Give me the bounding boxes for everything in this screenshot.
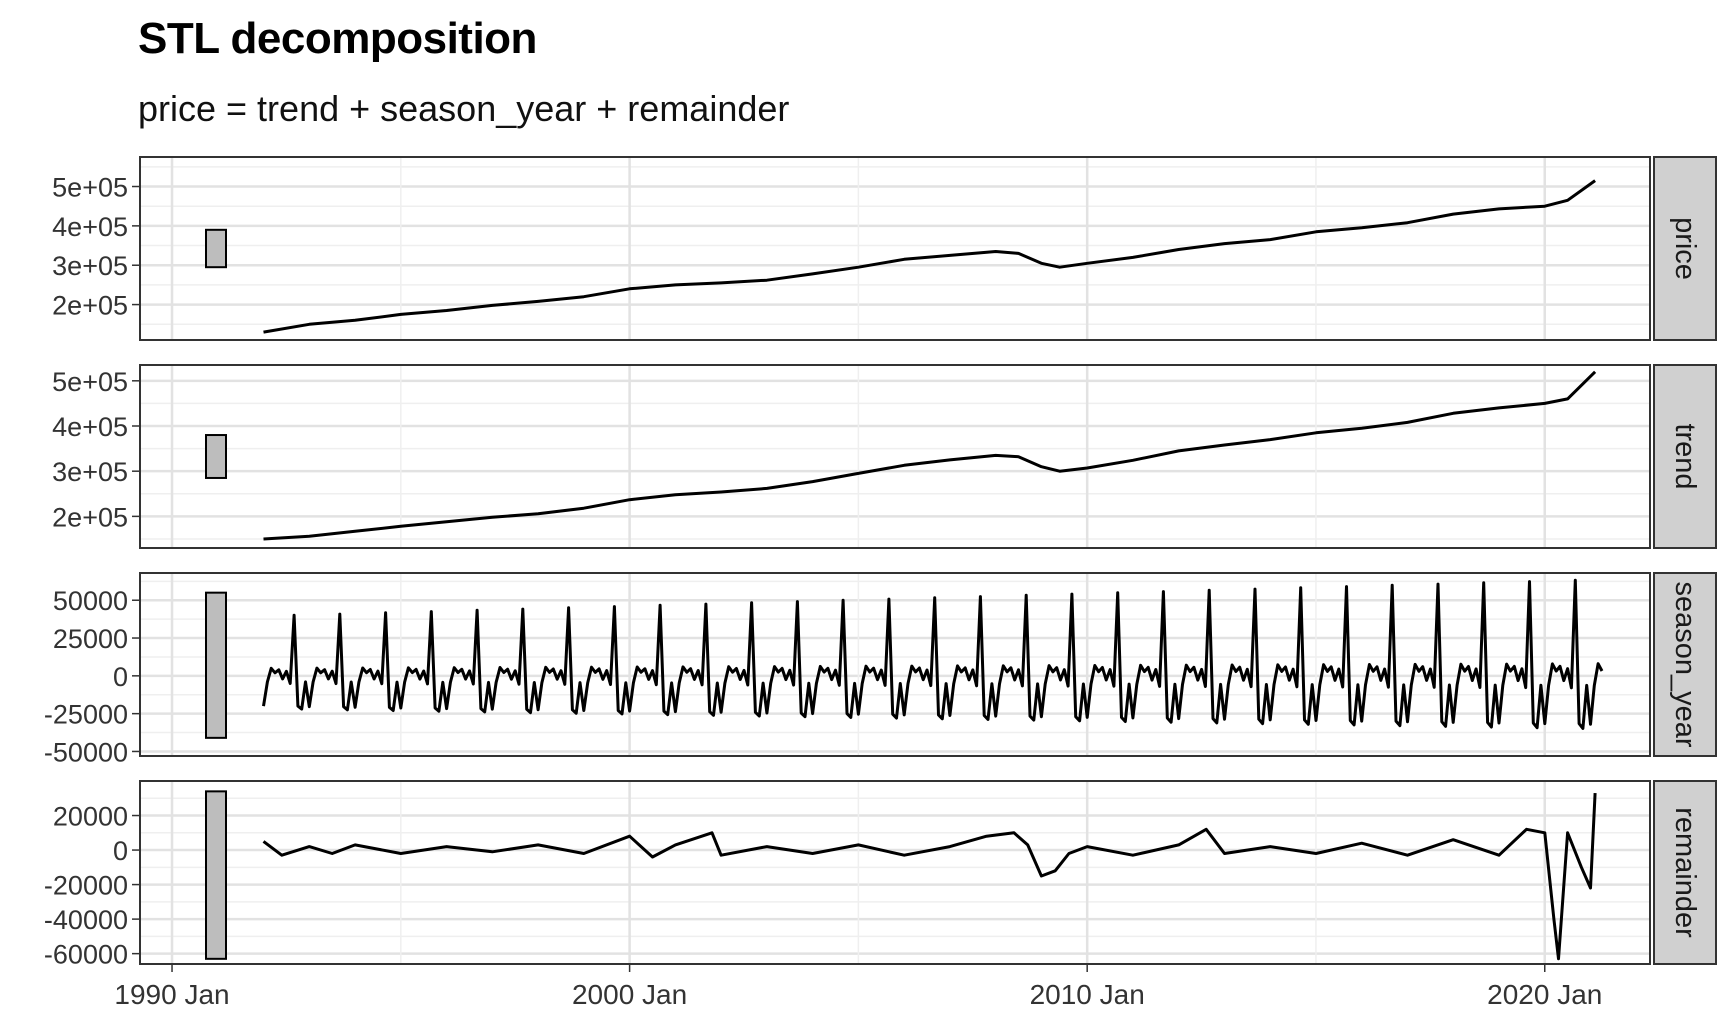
series-line-price: [263, 179, 1596, 334]
series-line-season_year: [262, 578, 1604, 730]
y-tick-label-remainder: 20000: [53, 802, 128, 832]
panel-border-trend: [139, 364, 1651, 549]
panel-background-trend: [140, 365, 1650, 548]
x-tick-label: 1990 Jan: [114, 979, 229, 1010]
x-tick-label: 2000 Jan: [572, 979, 687, 1010]
y-tick-label-season_year: 0: [113, 662, 128, 692]
y-tick-label-price: 4e+05: [52, 212, 128, 242]
y-tick-label-trend: 4e+05: [52, 412, 128, 442]
chart-title: STL decomposition: [138, 14, 537, 63]
y-tick-label-trend: 5e+05: [52, 367, 128, 397]
facet-strip-label-price: price: [1669, 217, 1701, 280]
panel-border-price: [139, 156, 1651, 341]
facet-strip-remainder: [1653, 780, 1717, 965]
y-tick-label-season_year: -50000: [44, 737, 128, 767]
y-tick-label-price: 5e+05: [52, 173, 128, 203]
facet-strip-label-season_year: season_year: [1669, 581, 1701, 747]
facet-strip-label-trend: trend: [1669, 423, 1701, 489]
series-line-remainder: [262, 793, 1597, 961]
scale-bar-price: [205, 228, 227, 269]
facet-strip-price: [1653, 156, 1717, 341]
panel-background-remainder: [140, 781, 1650, 964]
chart-subtitle: price = trend + season_year + remainder: [138, 88, 790, 129]
scale-bar-remainder: [205, 790, 227, 960]
panel-border-season_year: [139, 572, 1651, 757]
y-tick-label-season_year: 25000: [53, 624, 128, 654]
y-tick-label-remainder: -40000: [44, 905, 128, 935]
panel-border-remainder: [139, 780, 1651, 965]
facet-strip-season_year: [1653, 572, 1717, 757]
scale-bar-season_year: [205, 591, 227, 739]
scale-bar-trend: [205, 434, 227, 479]
y-tick-label-trend: 3e+05: [52, 457, 128, 487]
y-tick-label-price: 2e+05: [52, 291, 128, 321]
panel-background-price: [140, 157, 1650, 340]
series-line-trend: [263, 370, 1597, 541]
facet-strip-trend: [1653, 364, 1717, 549]
x-tick-label: 2010 Jan: [1030, 979, 1145, 1010]
y-tick-label-remainder: -20000: [44, 871, 128, 901]
y-tick-label-season_year: -25000: [44, 700, 128, 730]
y-tick-label-trend: 2e+05: [52, 502, 128, 532]
y-tick-label-remainder: 0: [113, 836, 128, 866]
facet-strip-label-remainder: remainder: [1669, 807, 1701, 938]
y-tick-label-price: 3e+05: [52, 251, 128, 281]
y-tick-label-remainder: -60000: [44, 940, 128, 970]
y-tick-label-season_year: 50000: [53, 586, 128, 616]
x-tick-label: 2020 Jan: [1487, 979, 1602, 1010]
